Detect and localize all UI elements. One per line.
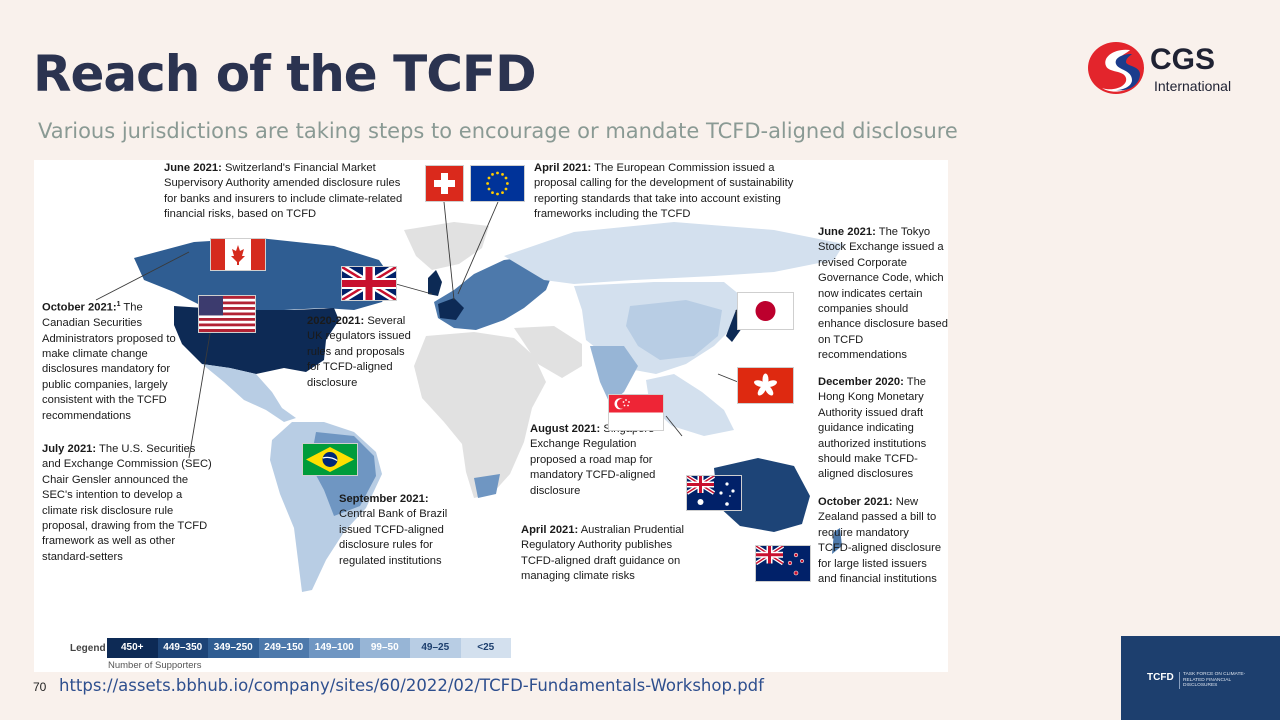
note-newzealand: October 2021: New Zealand passed a bill … — [818, 496, 942, 586]
tcfd-mark: TCFD — [1147, 672, 1174, 683]
eu-flag-icon — [470, 165, 525, 202]
france-region — [438, 298, 464, 320]
canada-region — [134, 238, 394, 312]
leader-lines — [95, 201, 739, 459]
legend-bin-2: 349–250 — [208, 638, 259, 658]
slide-subtitle: Various jurisdictions are taking steps t… — [38, 119, 958, 143]
greenland — [404, 222, 489, 270]
switzerland-flag-icon — [425, 165, 464, 202]
russia-region — [504, 222, 844, 284]
note-uk: 2020-2021: Several UK regulators issued … — [307, 315, 411, 389]
slide-title: Reach of the TCFD — [33, 45, 537, 103]
note-canada: October 2021:1 The Canadian Securities A… — [42, 301, 176, 422]
tcfd-badge: TCFD TASK FORCE ON CLIMATE-RELATED FINAN… — [1121, 636, 1280, 720]
legend-bin-6: 49–25 — [410, 638, 461, 658]
legend-bin-4: 149–100 — [309, 638, 360, 658]
logo-subtitle: International — [1154, 78, 1232, 94]
legend-bins: 450+ 449–350 349–250 249–150 149–100 99–50 49–… — [107, 638, 511, 658]
legend-bin-7: <25 — [460, 638, 511, 658]
cgs-swoosh-icon — [1088, 42, 1144, 94]
mexico-region — [202, 364, 296, 422]
brazil-flag-icon — [302, 443, 358, 476]
singapore-flag-icon — [608, 394, 664, 431]
page-number: 70 — [33, 680, 47, 694]
south-africa-region — [474, 474, 500, 498]
newzealand-region — [832, 528, 842, 554]
note-usa: July 2021: The U.S. Securities and Excha… — [42, 443, 212, 563]
note-eu: April 2021: The European Commission issu… — [534, 162, 794, 221]
note-singapore: August 2021: Singapore Exchange Regulati… — [530, 423, 656, 497]
cgs-logo: CGS International — [1086, 40, 1246, 98]
legend-caption: Number of Supporters — [108, 660, 202, 671]
note-hongkong: December 2020: The Hong Kong Monetary Au… — [818, 376, 927, 481]
legend-bin-0: 450+ — [107, 638, 158, 658]
tcfd-fullname: TASK FORCE ON CLIMATE-RELATED FINANCIAL … — [1179, 672, 1263, 689]
note-switzerland: June 2021: Switzerland's Financial Marke… — [164, 162, 403, 221]
southeast-asia-region — [646, 374, 734, 436]
australia-flag-icon — [686, 475, 742, 511]
uk-region — [428, 270, 442, 296]
japan-flag-icon — [737, 292, 794, 330]
europe-region — [434, 256, 554, 330]
africa-region — [414, 332, 546, 498]
note-japan: June 2021: The Tokyo Stock Exchange issu… — [818, 226, 948, 362]
uk-flag-icon — [341, 266, 397, 301]
note-brazil: September 2021: Central Bank of Brazil i… — [339, 493, 448, 567]
legend-label: Legend — [70, 643, 106, 654]
tcfd-world-map-panel: June 2021: Switzerland's Financial Marke… — [34, 160, 948, 672]
middle-east-region — [514, 326, 582, 378]
china-region — [626, 300, 722, 360]
logo-name: CGS — [1150, 43, 1216, 76]
legend-bin-1: 449–350 — [157, 638, 208, 658]
india-region — [590, 346, 638, 404]
legend-bin-3: 249–150 — [258, 638, 309, 658]
legend-bin-5: 99–50 — [359, 638, 410, 658]
hongkong-flag-icon — [737, 367, 794, 404]
usa-flag-icon — [198, 295, 256, 333]
canada-flag-icon — [210, 238, 266, 271]
note-australia: April 2021: Australian Prudential Regula… — [521, 524, 684, 583]
source-link[interactable]: https://assets.bbhub.io/company/sites/60… — [59, 676, 764, 695]
newzealand-flag-icon — [755, 545, 811, 582]
